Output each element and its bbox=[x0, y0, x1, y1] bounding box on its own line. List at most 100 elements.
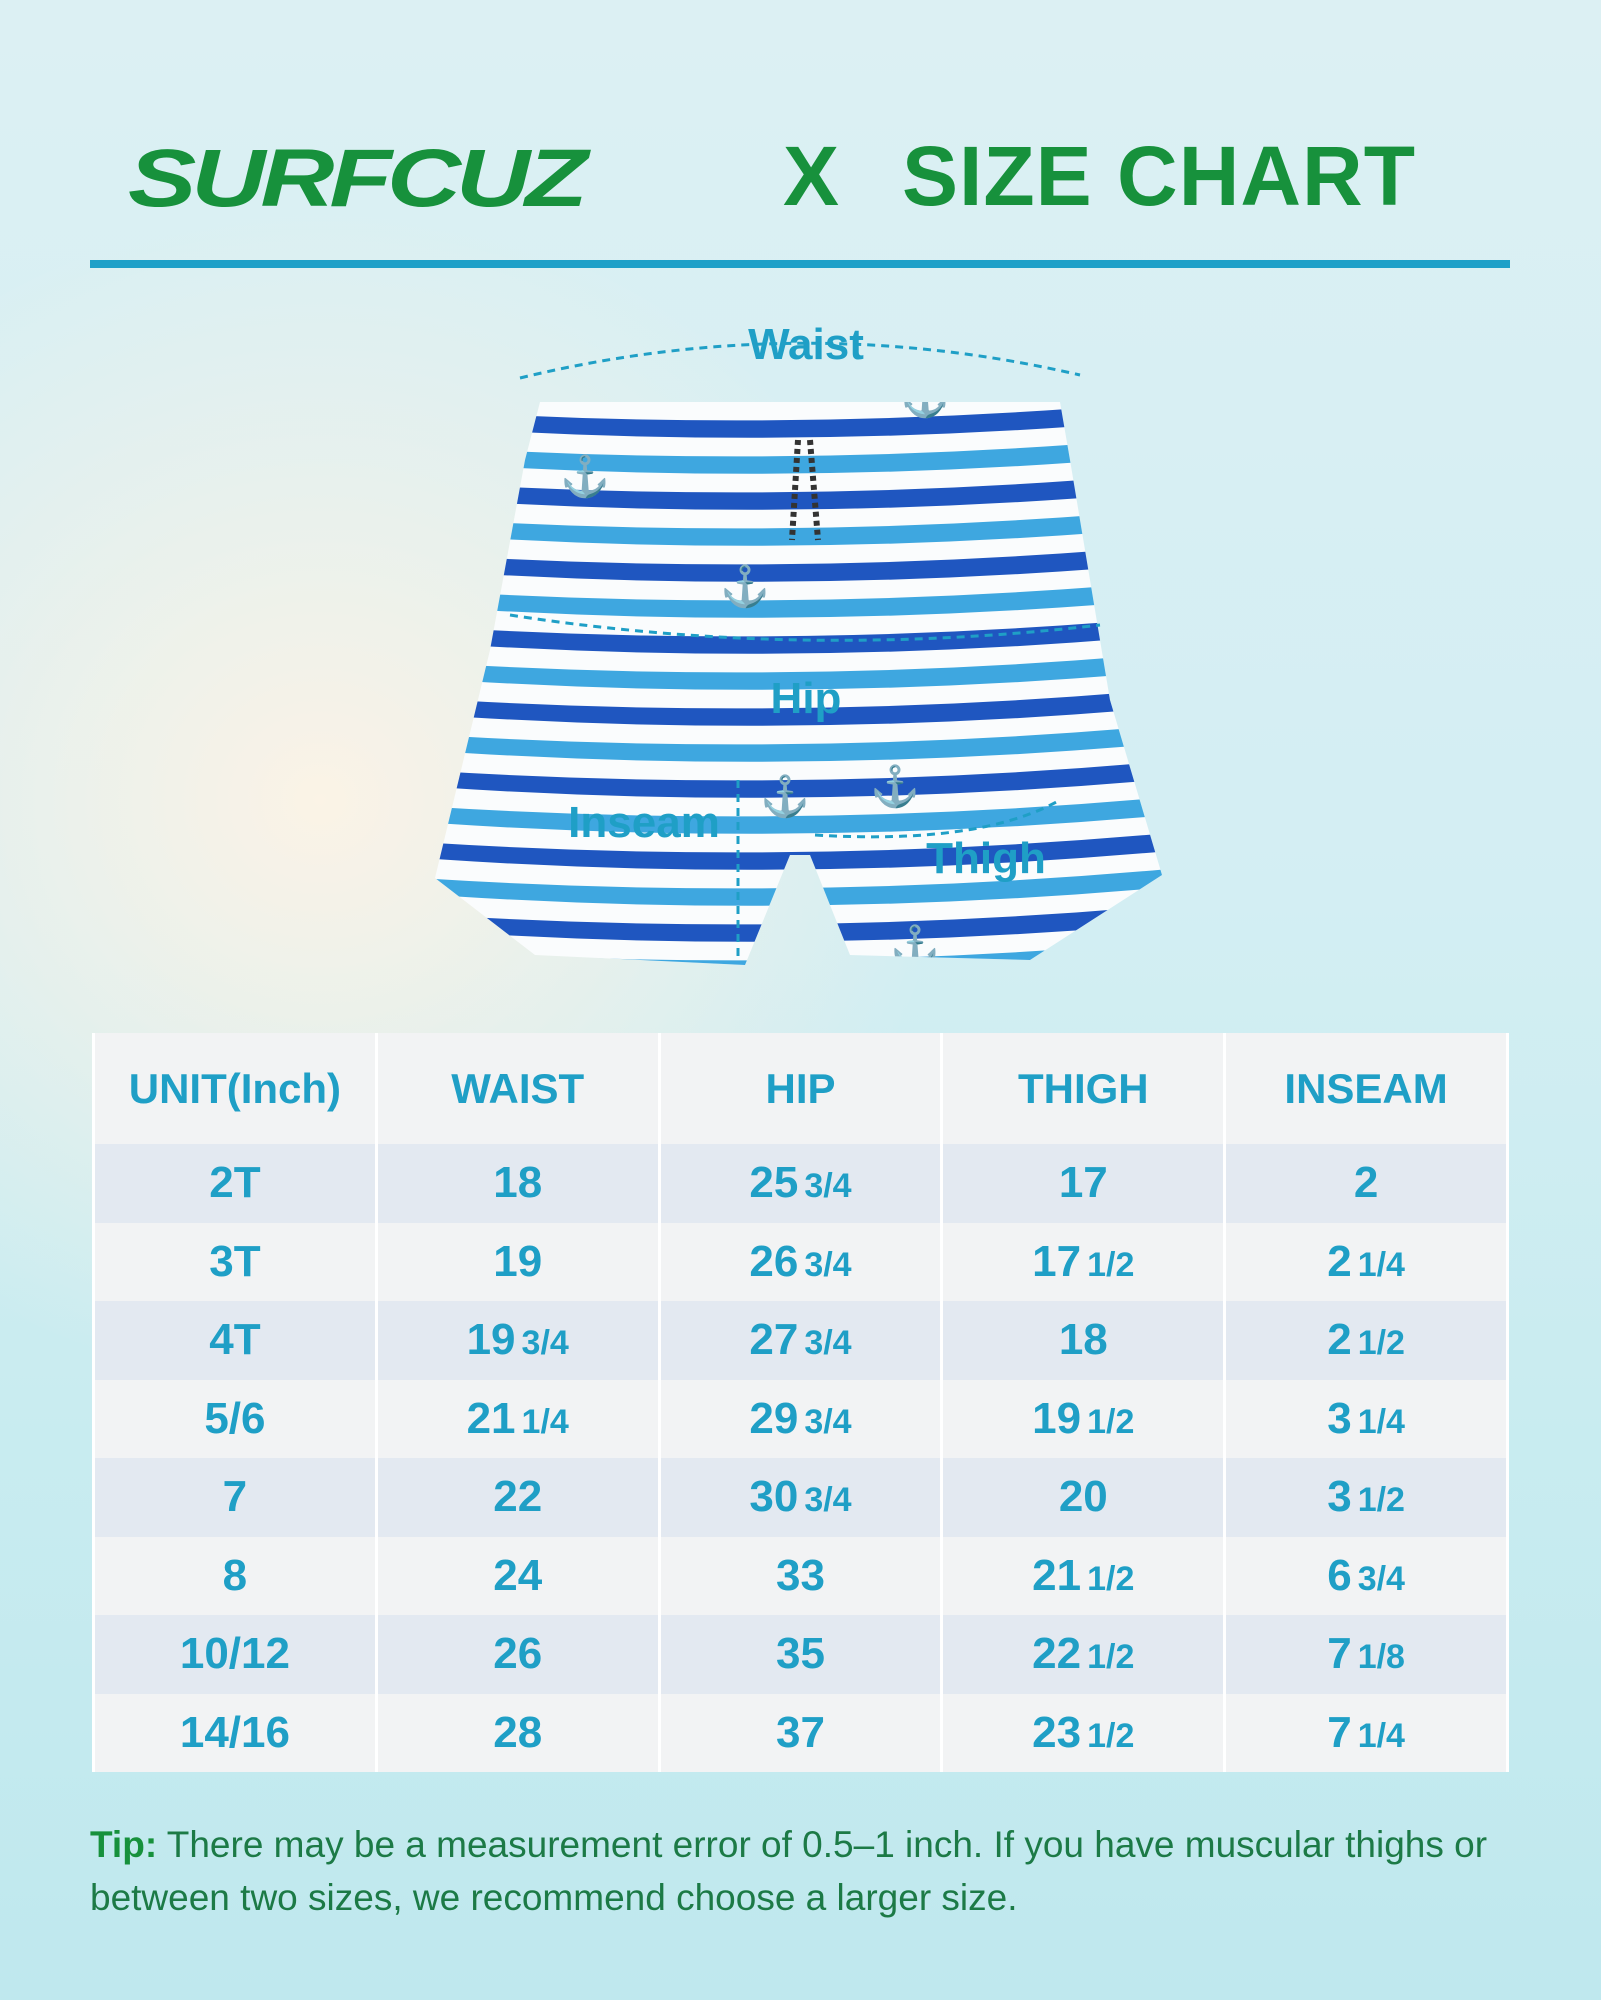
header-unit: UNIT(Inch) bbox=[92, 1033, 378, 1144]
stripe bbox=[435, 580, 1162, 618]
cell-value: 21 bbox=[466, 1393, 516, 1443]
cell-fraction: 3/4 bbox=[804, 1245, 852, 1284]
cell-value: 37 bbox=[776, 1707, 825, 1757]
tip-text: There may be a measurement error of 0.5–… bbox=[90, 1824, 1488, 1918]
cell-size: 3T bbox=[92, 1222, 378, 1301]
stripe bbox=[435, 904, 1162, 942]
cell-waist: 26 bbox=[374, 1615, 661, 1694]
table-row: 3T 19 26 3/4 17 1/2 2 1/4 bbox=[92, 1222, 1509, 1301]
cell-value: 7 bbox=[1327, 1629, 1352, 1679]
cell-waist: 28 bbox=[374, 1693, 661, 1772]
cell-value: 3 bbox=[1327, 1393, 1352, 1443]
header-waist: WAIST bbox=[374, 1033, 661, 1144]
hip-label: Hip bbox=[770, 674, 842, 723]
cell-thigh: 19 1/2 bbox=[940, 1379, 1227, 1458]
cell-thigh: 21 1/2 bbox=[940, 1536, 1227, 1615]
stripe bbox=[435, 508, 1162, 546]
cell-value: 18 bbox=[1058, 1315, 1108, 1365]
cell-inseam: 3 1/4 bbox=[1223, 1379, 1509, 1458]
cell-value: 2T bbox=[209, 1158, 261, 1208]
cell-fraction: 1/2 bbox=[1357, 1481, 1405, 1520]
cell-value: 2 bbox=[1327, 1236, 1352, 1286]
anchor-icon: ⚓ bbox=[760, 773, 810, 819]
cell-value: 26 bbox=[749, 1236, 799, 1286]
anchor-icon: ⚓ bbox=[870, 763, 920, 809]
waist-label: Waist bbox=[748, 320, 864, 369]
page-title: SURFCUZ X SIZE CHART bbox=[0, 128, 1601, 224]
table-row: 5/6 21 1/4 29 3/4 19 1/2 3 1/4 bbox=[92, 1379, 1509, 1458]
cell-size: 14/16 bbox=[92, 1693, 378, 1772]
cell-hip: 37 bbox=[657, 1693, 944, 1772]
cell-value: 17 bbox=[1032, 1236, 1082, 1286]
cell-value: 6 bbox=[1327, 1550, 1352, 1600]
cell-size: 7 bbox=[92, 1458, 378, 1537]
cell-value: 18 bbox=[493, 1158, 543, 1208]
anchor-icon: ⚓ bbox=[900, 373, 950, 419]
cell-value: 7 bbox=[1327, 1707, 1352, 1757]
drawstring bbox=[789, 439, 821, 541]
cell-value: 23 bbox=[1032, 1707, 1082, 1757]
cell-fraction: 1/4 bbox=[521, 1402, 569, 1441]
cell-value: 2 bbox=[1327, 1315, 1352, 1365]
stripe bbox=[435, 832, 1162, 870]
table-row: 7 22 30 3/4 20 3 1/2 bbox=[92, 1458, 1509, 1537]
cell-value: 7 bbox=[222, 1472, 248, 1522]
cell-waist: 18 bbox=[374, 1144, 661, 1223]
cell-value: 27 bbox=[749, 1315, 799, 1365]
cell-value: 17 bbox=[1058, 1158, 1108, 1208]
cell-value: 8 bbox=[222, 1550, 248, 1600]
cell-fraction: 3/4 bbox=[804, 1324, 852, 1363]
cell-thigh: 18 bbox=[940, 1301, 1227, 1380]
cell-fraction: 1/2 bbox=[1087, 1638, 1135, 1677]
cell-value: 19 bbox=[1032, 1393, 1082, 1443]
cell-fraction: 3/4 bbox=[804, 1481, 852, 1520]
cell-inseam: 7 1/8 bbox=[1223, 1615, 1509, 1694]
header-thigh: THIGH bbox=[940, 1033, 1227, 1144]
thigh-label: Thigh bbox=[926, 834, 1046, 883]
cell-thigh: 22 1/2 bbox=[940, 1615, 1227, 1694]
cell-fraction: 3/4 bbox=[804, 1402, 852, 1441]
cell-hip: 30 3/4 bbox=[657, 1458, 944, 1537]
hip-guide bbox=[509, 613, 1101, 642]
cell-value: 19 bbox=[466, 1315, 516, 1365]
cell-value: 33 bbox=[776, 1550, 825, 1600]
cell-thigh: 17 1/2 bbox=[940, 1222, 1227, 1301]
table-header: UNIT(Inch) WAIST HIP THIGH INSEAM bbox=[92, 1033, 1509, 1144]
table-row: 8 24 33 21 1/2 6 3/4 bbox=[92, 1536, 1509, 1615]
shorts-illustration: ⚓⚓⚓⚓⚓⚓ ⚓ bbox=[435, 341, 1162, 965]
cell-inseam: 7 1/4 bbox=[1223, 1693, 1509, 1772]
cell-value: 35 bbox=[776, 1629, 825, 1679]
cell-value: 5/6 bbox=[204, 1393, 266, 1443]
stripe bbox=[435, 436, 1162, 474]
cell-fraction: 1/4 bbox=[1357, 1245, 1405, 1284]
table-row: 4T 19 3/4 27 3/4 18 2 1/2 bbox=[92, 1301, 1509, 1380]
divider bbox=[90, 260, 1510, 268]
stripe bbox=[435, 652, 1162, 690]
shorts-diagram: ⚓ ⚓ ⚓ ⚓ ⚓ ⚓ ⚓ Waist Hip Inseam Thigh bbox=[420, 300, 1180, 1000]
stripe bbox=[435, 616, 1162, 654]
cell-value: 19 bbox=[493, 1236, 543, 1286]
stripe bbox=[435, 544, 1162, 582]
cell-fraction: 1/8 bbox=[1357, 1638, 1405, 1677]
cell-inseam: 6 3/4 bbox=[1223, 1536, 1509, 1615]
anchor-icon: ⚓ bbox=[560, 453, 610, 499]
cell-fraction: 3/4 bbox=[804, 1167, 852, 1206]
cell-hip: 27 3/4 bbox=[657, 1301, 944, 1380]
table-row: 2T 18 25 3/4 17 2 bbox=[92, 1144, 1509, 1223]
cell-hip: 29 3/4 bbox=[657, 1379, 944, 1458]
tip-note: Tip: There may be a measurement error of… bbox=[90, 1818, 1520, 1924]
tip-label: Tip: bbox=[90, 1824, 158, 1865]
cell-waist: 24 bbox=[374, 1536, 661, 1615]
cell-thigh: 17 bbox=[940, 1144, 1227, 1223]
cell-value: 3 bbox=[1327, 1472, 1352, 1522]
stripe bbox=[435, 688, 1162, 726]
cell-value: 10/12 bbox=[179, 1629, 290, 1679]
stripe bbox=[435, 868, 1162, 906]
cell-fraction: 3/4 bbox=[521, 1324, 569, 1363]
cell-thigh: 20 bbox=[940, 1458, 1227, 1537]
cell-inseam: 2 1/2 bbox=[1223, 1301, 1509, 1380]
cell-value: 3T bbox=[209, 1236, 261, 1286]
table-row: 14/16 28 37 23 1/2 7 1/4 bbox=[92, 1693, 1509, 1772]
stripe bbox=[435, 402, 1162, 438]
cell-value: 26 bbox=[493, 1629, 543, 1679]
